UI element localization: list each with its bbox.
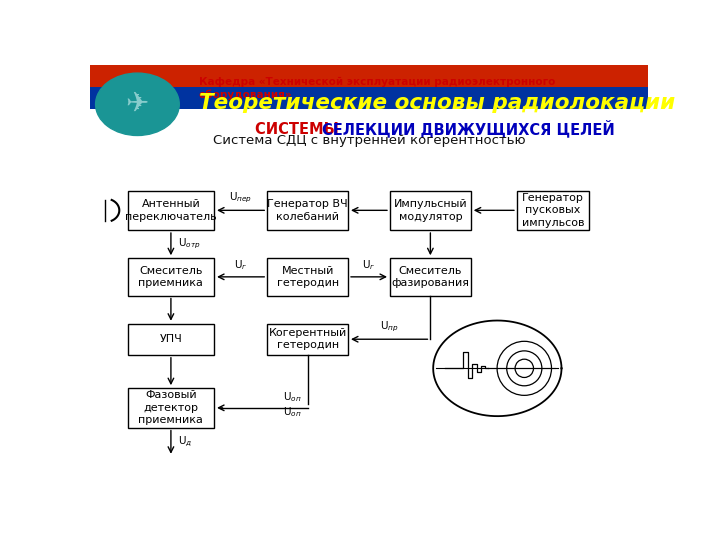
Text: Местный
гетеродин: Местный гетеродин (276, 266, 338, 288)
Text: Генератор ВЧ
колебаний: Генератор ВЧ колебаний (267, 199, 348, 221)
Bar (90, 65, 648, 87)
Text: Система СДЦ с внутренней когерентностью: Система СДЦ с внутренней когерентностью (212, 134, 526, 147)
Text: U$_{оп}$: U$_{оп}$ (284, 390, 302, 404)
Text: УПЧ: УПЧ (160, 334, 182, 344)
Text: Смеситель
фазирования: Смеситель фазирования (392, 266, 469, 288)
Bar (90, 87, 648, 109)
Text: Смеситель
приемника: Смеситель приемника (138, 266, 203, 288)
Text: Кафедра «Технической эксплуатации радиоэлектронного
оборудования»: Кафедра «Технической эксплуатации радиоэ… (199, 77, 555, 99)
Text: Теоретические основы радиолокации: Теоретические основы радиолокации (199, 93, 675, 113)
Bar (127, 388, 214, 428)
Text: U$_{пер}$: U$_{пер}$ (229, 191, 252, 205)
Bar (127, 323, 214, 355)
Bar (517, 191, 590, 230)
Bar (390, 191, 471, 230)
Text: U$_{пр}$: U$_{пр}$ (380, 320, 399, 334)
Bar (267, 258, 348, 295)
Bar (267, 323, 348, 355)
Text: СИСТЕМЫ: СИСТЕМЫ (255, 122, 343, 137)
Text: U$_{г}$: U$_{г}$ (362, 258, 376, 272)
Text: Импульсный
модулятор: Импульсный модулятор (394, 199, 467, 221)
Bar (390, 258, 471, 295)
Bar (90, 109, 648, 131)
Text: U$_{д}$: U$_{д}$ (178, 435, 192, 449)
Circle shape (96, 73, 179, 136)
Text: Фазовый
детектор
приемника: Фазовый детектор приемника (138, 390, 203, 425)
Text: СЕЛЕКЦИИ ДВИЖУЩИХСЯ ЦЕЛЕЙ: СЕЛЕКЦИИ ДВИЖУЩИХСЯ ЦЕЛЕЙ (322, 120, 614, 138)
Text: Генератор
пусковых
импульсов: Генератор пусковых импульсов (522, 193, 585, 228)
Text: ✈: ✈ (126, 90, 149, 118)
Text: U$_{оп}$: U$_{оп}$ (284, 405, 302, 419)
Text: Когерентный
гетеродин: Когерентный гетеродин (269, 328, 347, 350)
Text: Антенный
переключатель: Антенный переключатель (125, 199, 217, 221)
Bar (127, 258, 214, 295)
Bar (267, 191, 348, 230)
Bar (127, 191, 214, 230)
Text: U$_{г}$: U$_{г}$ (234, 258, 248, 272)
Text: U$_{отр}$: U$_{отр}$ (178, 237, 200, 251)
